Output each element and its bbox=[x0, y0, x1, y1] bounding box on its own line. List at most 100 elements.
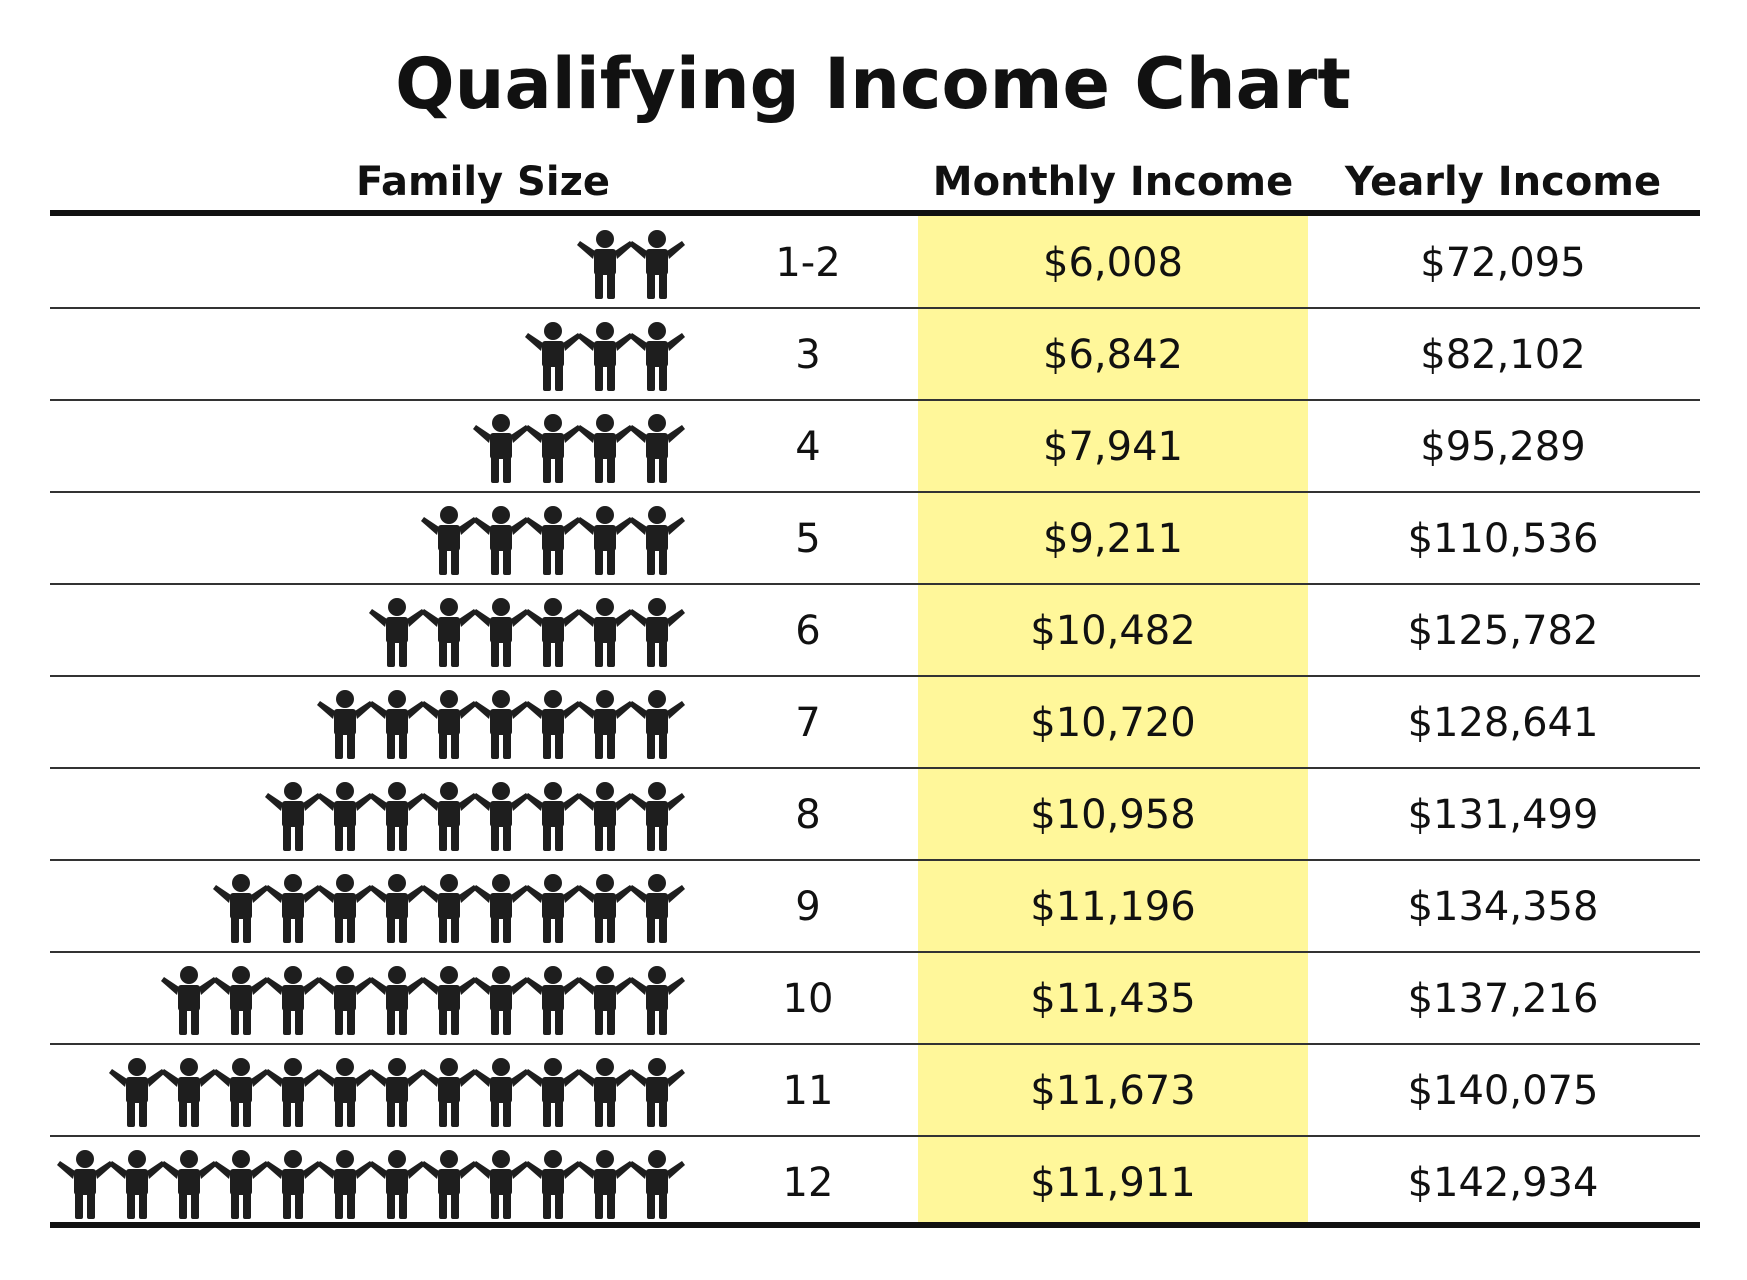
monthly-income-cell: $11,435 bbox=[1030, 976, 1195, 1022]
person-icon bbox=[421, 506, 477, 575]
yearly-income-cell: $140,075 bbox=[1408, 1068, 1599, 1114]
table-body: 1-2 $6,008 $72,095 3 $6,842 $82,102 4 $7,941 $95… bbox=[50, 230, 1700, 1219]
table-row: 3 $6,842 $82,102 bbox=[50, 322, 1700, 401]
family-size-cell: 10 bbox=[783, 976, 834, 1022]
yearly-income-cell: $125,782 bbox=[1408, 608, 1599, 654]
person-icon bbox=[525, 1150, 581, 1219]
person-icon bbox=[525, 598, 581, 667]
yearly-income-cell: $82,102 bbox=[1420, 332, 1585, 378]
family-size-cell: 9 bbox=[795, 884, 820, 930]
person-icon bbox=[577, 966, 633, 1035]
family-size-cell: 7 bbox=[795, 700, 820, 746]
header-monthly-income: Monthly Income bbox=[933, 159, 1293, 205]
person-icon bbox=[317, 874, 373, 943]
person-icon bbox=[577, 1150, 633, 1219]
monthly-income-highlight bbox=[918, 216, 1308, 1226]
person-icon bbox=[161, 1058, 217, 1127]
chart-title: Qualifying Income Chart bbox=[395, 43, 1351, 125]
person-icon bbox=[577, 690, 633, 759]
monthly-income-cell: $10,958 bbox=[1030, 792, 1195, 838]
person-icon bbox=[369, 966, 425, 1035]
person-icon bbox=[473, 414, 529, 483]
header-yearly-income: Yearly Income bbox=[1344, 159, 1661, 205]
person-icon bbox=[317, 966, 373, 1035]
person-icon bbox=[161, 966, 217, 1035]
monthly-income-cell: $7,941 bbox=[1043, 424, 1183, 470]
person-icon bbox=[265, 1150, 321, 1219]
person-icon bbox=[629, 966, 685, 1035]
yearly-income-cell: $95,289 bbox=[1420, 424, 1585, 470]
person-icon bbox=[473, 966, 529, 1035]
yearly-income-cell: $128,641 bbox=[1408, 700, 1599, 746]
person-icon bbox=[421, 1150, 477, 1219]
person-icon bbox=[525, 322, 581, 391]
person-icon bbox=[213, 966, 269, 1035]
table-row: 10 $11,435 $137,216 bbox=[50, 966, 1700, 1045]
header-rule bbox=[50, 210, 1700, 216]
yearly-income-cell: $134,358 bbox=[1408, 884, 1599, 930]
row-divider bbox=[50, 951, 1700, 953]
person-icon bbox=[161, 1150, 217, 1219]
person-icon bbox=[57, 1150, 113, 1219]
table-row: 11 $11,673 $140,075 bbox=[50, 1058, 1700, 1137]
person-icon bbox=[473, 598, 529, 667]
monthly-income-cell: $10,482 bbox=[1030, 608, 1195, 654]
monthly-income-cell: $6,008 bbox=[1043, 240, 1183, 286]
header-family-size: Family Size bbox=[356, 159, 610, 205]
person-icon bbox=[629, 782, 685, 851]
family-size-cell: 5 bbox=[795, 516, 820, 562]
person-icon bbox=[369, 782, 425, 851]
family-size-cell: 1-2 bbox=[775, 240, 840, 286]
person-icon bbox=[317, 690, 373, 759]
person-icon bbox=[265, 966, 321, 1035]
person-icon bbox=[369, 874, 425, 943]
row-divider bbox=[50, 859, 1700, 861]
person-icon bbox=[577, 414, 633, 483]
person-icon bbox=[369, 1150, 425, 1219]
monthly-income-cell: $10,720 bbox=[1030, 700, 1195, 746]
row-divider bbox=[50, 399, 1700, 401]
person-icon bbox=[577, 230, 633, 299]
table-row: 5 $9,211 $110,536 bbox=[50, 506, 1700, 585]
person-icon bbox=[525, 506, 581, 575]
person-icon bbox=[421, 966, 477, 1035]
person-icon bbox=[577, 322, 633, 391]
person-icon bbox=[421, 690, 477, 759]
person-icon bbox=[577, 782, 633, 851]
family-size-cell: 12 bbox=[783, 1160, 834, 1206]
yearly-income-cell: $131,499 bbox=[1408, 792, 1599, 838]
person-icon bbox=[109, 1150, 165, 1219]
monthly-income-cell: $9,211 bbox=[1043, 516, 1183, 562]
person-icon bbox=[629, 322, 685, 391]
person-icon bbox=[525, 966, 581, 1035]
row-divider bbox=[50, 1135, 1700, 1137]
person-icon bbox=[265, 1058, 321, 1127]
person-icon bbox=[421, 598, 477, 667]
row-divider bbox=[50, 307, 1700, 309]
person-icon bbox=[265, 782, 321, 851]
person-icon bbox=[629, 598, 685, 667]
family-size-cell: 8 bbox=[795, 792, 820, 838]
person-icon bbox=[473, 506, 529, 575]
row-divider bbox=[50, 675, 1700, 677]
person-icon bbox=[629, 874, 685, 943]
monthly-income-cell: $6,842 bbox=[1043, 332, 1183, 378]
yearly-income-cell: $137,216 bbox=[1408, 976, 1599, 1022]
row-divider bbox=[50, 583, 1700, 585]
person-icon bbox=[317, 1150, 373, 1219]
family-size-cell: 11 bbox=[783, 1068, 834, 1114]
person-icon bbox=[525, 414, 581, 483]
person-icon bbox=[629, 690, 685, 759]
person-icon bbox=[317, 1058, 373, 1127]
person-icon bbox=[213, 1150, 269, 1219]
row-divider bbox=[50, 1043, 1700, 1045]
person-icon bbox=[473, 782, 529, 851]
family-size-cell: 6 bbox=[795, 608, 820, 654]
person-icon bbox=[265, 874, 321, 943]
person-icon bbox=[317, 782, 373, 851]
yearly-income-cell: $142,934 bbox=[1408, 1160, 1599, 1206]
person-icon bbox=[369, 598, 425, 667]
person-icon bbox=[525, 874, 581, 943]
person-icon bbox=[421, 1058, 477, 1127]
